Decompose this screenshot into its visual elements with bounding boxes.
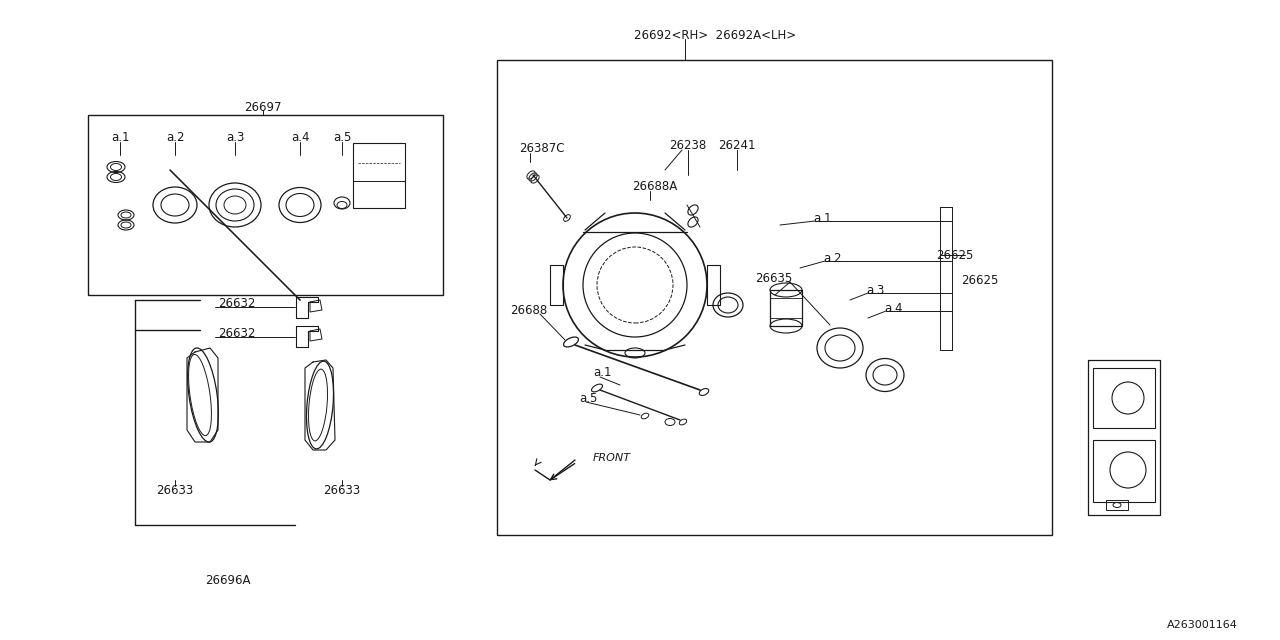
Text: a.1: a.1 [813,211,831,225]
Bar [88,115,443,295]
Text: a.1: a.1 [593,365,612,378]
Text: 26633: 26633 [156,483,193,497]
Text: 26697: 26697 [244,100,282,113]
Text: A263001164: A263001164 [1167,620,1238,630]
Text: 26633: 26633 [324,483,361,497]
Bar [1106,500,1128,510]
Text: 26688: 26688 [509,303,548,317]
Text: 26241: 26241 [718,138,755,152]
Text: a.5: a.5 [579,392,598,404]
Text: a.2: a.2 [165,131,184,143]
Text: 26387C: 26387C [518,141,564,154]
Text: a.1: a.1 [111,131,129,143]
Text: 26632: 26632 [218,326,256,339]
Text: 26238: 26238 [669,138,707,152]
Bar [1093,440,1155,502]
Bar [771,290,803,326]
Text: a.4: a.4 [883,301,902,314]
Text: a.2: a.2 [823,252,841,264]
Text: 26692<RH>  26692A<LH>: 26692<RH> 26692A<LH> [634,29,796,42]
Bar [497,60,1052,535]
Text: 26688A: 26688A [632,179,677,193]
Text: 26696A: 26696A [205,573,251,586]
Text: a.4: a.4 [291,131,310,143]
Text: 26635: 26635 [755,271,792,285]
Text: a.5: a.5 [333,131,351,143]
Text: a.3: a.3 [865,284,884,296]
Text: 26625: 26625 [961,273,998,287]
Text: 26625: 26625 [936,248,974,262]
Bar [353,143,404,208]
Text: 26632: 26632 [218,296,256,310]
Text: a.3: a.3 [225,131,244,143]
Bar [1093,368,1155,428]
Text: FRONT: FRONT [593,453,631,463]
